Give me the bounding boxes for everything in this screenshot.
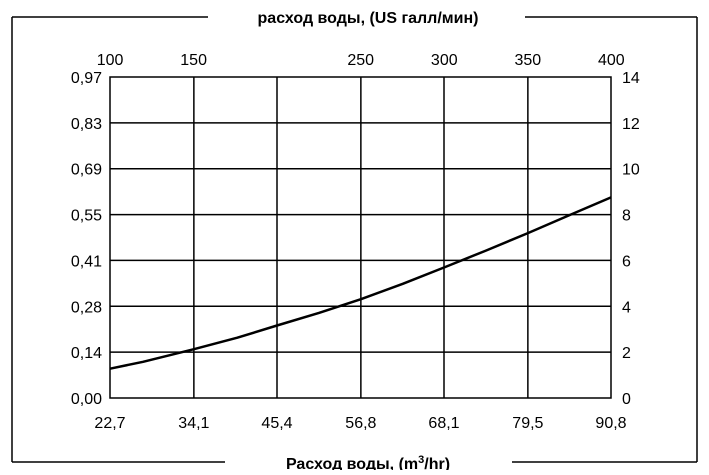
y-right-tick-label: 6 xyxy=(622,253,631,270)
x-bottom-tick-label: 90,8 xyxy=(595,415,626,432)
y-left-tick-label: 0,28 xyxy=(71,299,102,316)
y-right-tick-label: 12 xyxy=(622,116,640,133)
x-top-tick-label: 150 xyxy=(180,52,207,69)
x-bottom-tick-label: 68,1 xyxy=(428,415,459,432)
x-axis-label: Расход воды, (m3/hr) xyxy=(286,454,450,470)
y-left-tick-label: 0,41 xyxy=(71,253,102,270)
y-left-tick-label: 0,97 xyxy=(71,70,102,87)
y-right-tick-label: 2 xyxy=(622,345,631,362)
y-left-tick-label: 0,00 xyxy=(71,391,102,408)
y-left-tick-label: 0,69 xyxy=(71,162,102,179)
y-right-tick-label: 4 xyxy=(622,299,631,316)
x-bottom-tick-label: 79,5 xyxy=(512,415,543,432)
x-top-tick-label: 350 xyxy=(514,52,541,69)
tick-labels: 0,00 0 0,14 2 0,28 4 0,41 6 0,55 8 0,69 10 0,83 12 0,9… xyxy=(71,52,640,432)
x-bottom-tick-label: 34,1 xyxy=(178,415,209,432)
x-bottom-tick-label: 45,4 xyxy=(261,415,292,432)
x-bottom-tick-label: 22,7 xyxy=(94,415,125,432)
chart-title: расход воды, (US галл/мин) xyxy=(258,10,479,27)
y-left-tick-label: 0,14 xyxy=(71,345,102,362)
y-right-tick-label: 10 xyxy=(622,162,640,179)
y-left-tick-label: 0,55 xyxy=(71,208,102,225)
y-left-tick-label: 0,83 xyxy=(71,116,102,133)
y-right-tick-label: 8 xyxy=(622,208,631,225)
x-top-tick-label: 100 xyxy=(97,52,124,69)
x-top-tick-label: 300 xyxy=(431,52,458,69)
y-right-tick-label: 0 xyxy=(622,391,631,408)
series-line xyxy=(109,196,612,370)
x-top-tick-label: 250 xyxy=(347,52,374,69)
x-top-tick-label: 400 xyxy=(598,52,625,69)
gridlines xyxy=(110,77,611,398)
y-right-tick-label: 14 xyxy=(622,70,640,87)
x-bottom-tick-label: 56,8 xyxy=(345,415,376,432)
series-layer xyxy=(109,196,612,370)
